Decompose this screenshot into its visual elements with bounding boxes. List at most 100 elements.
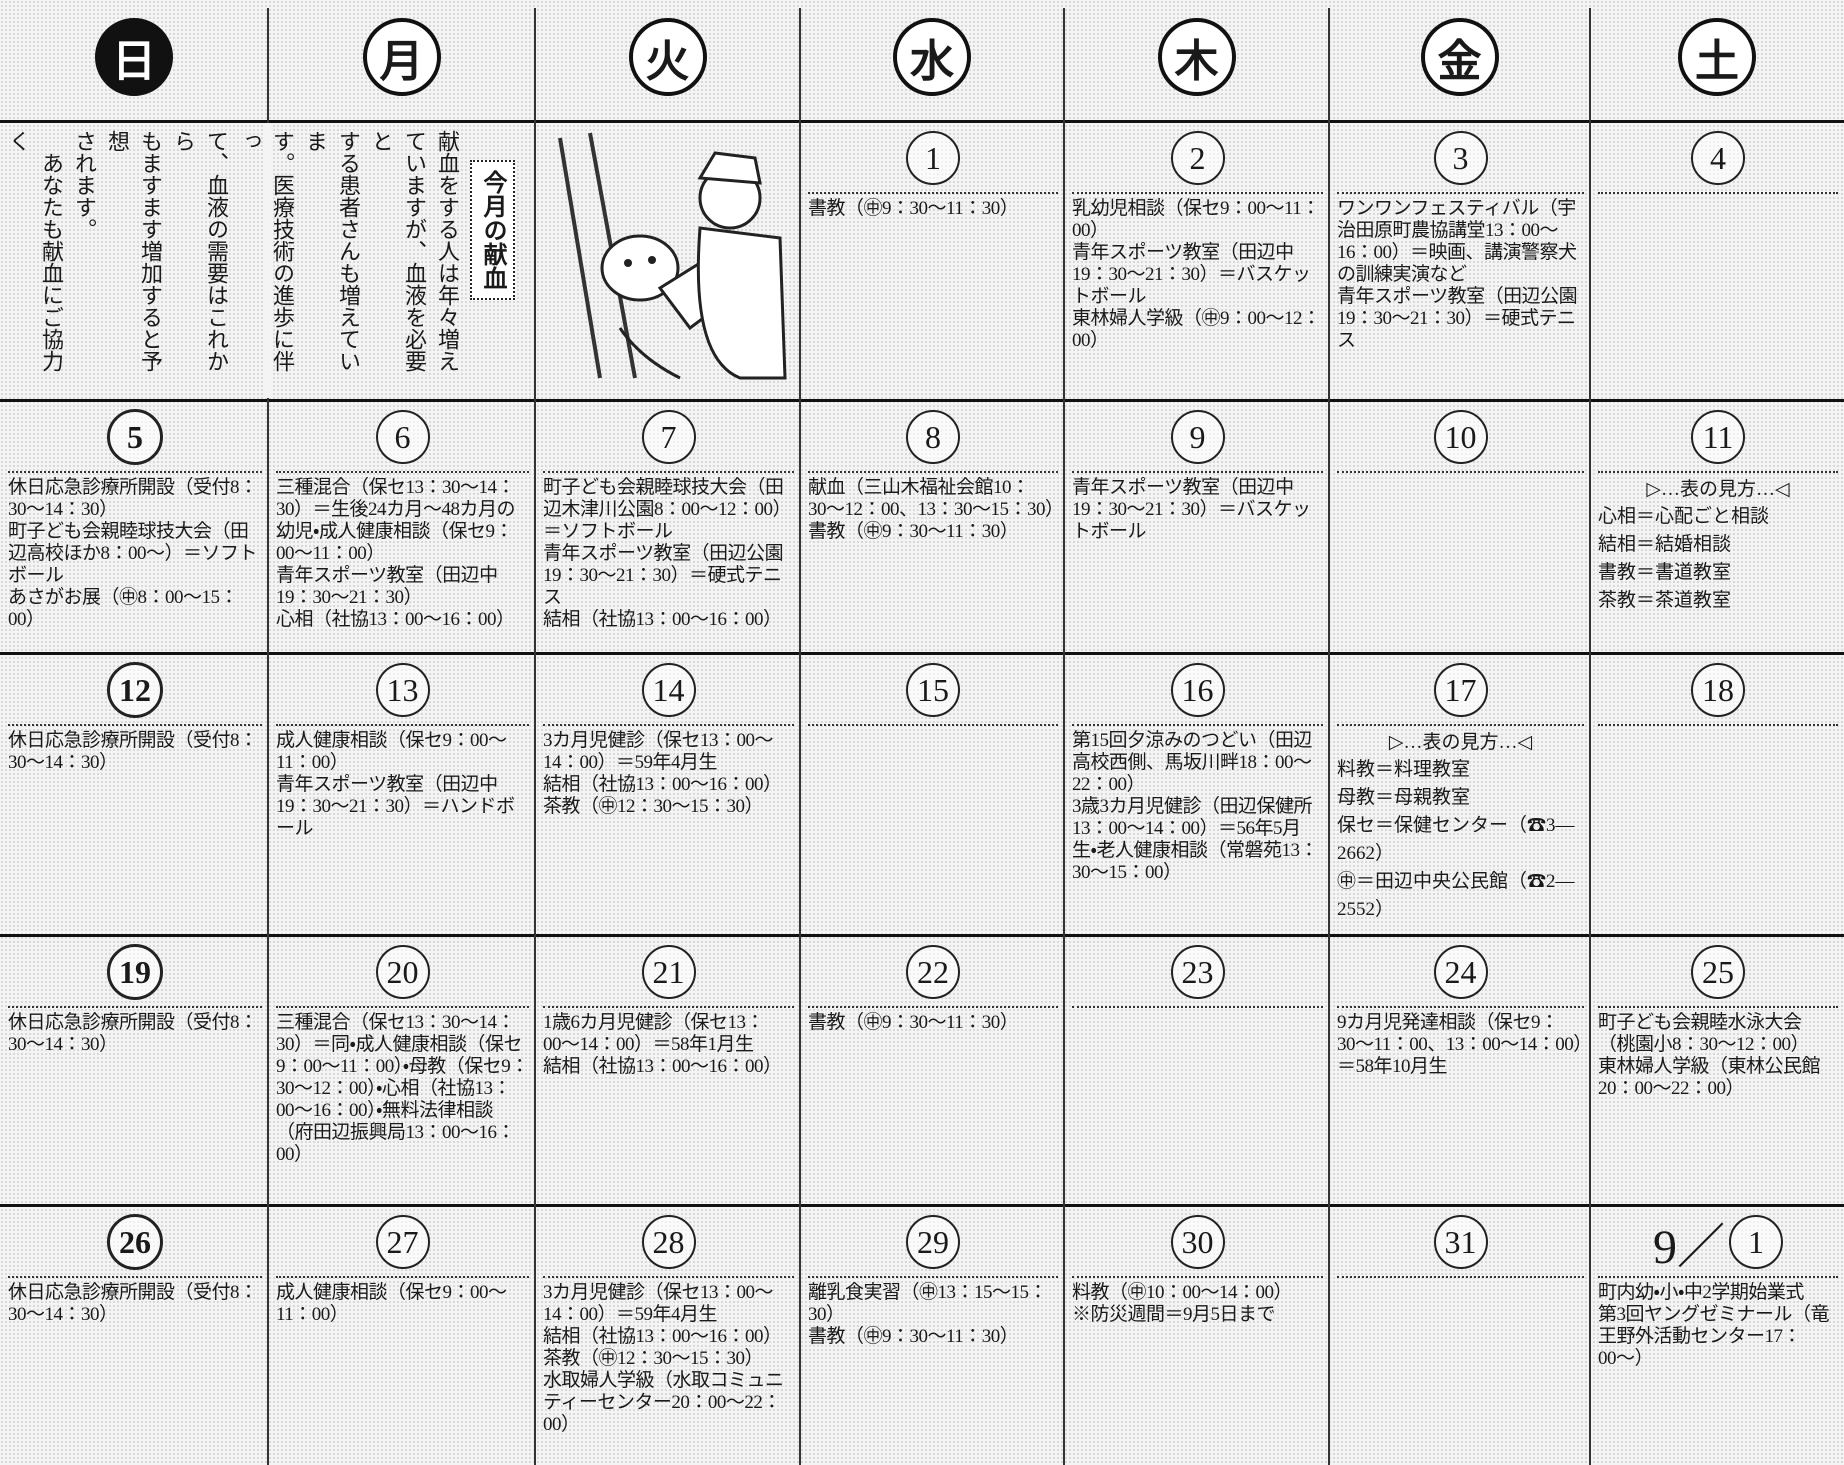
event: ワンワンフェスティバル（宇治田原町農協講堂13：00〜16：00）＝映画、講演警… [1337,198,1577,285]
date-number: 13 [375,663,430,717]
date-number: 23 [1170,945,1225,999]
date-label: 30 [1072,1214,1323,1270]
date-label: 9／ 1 [1598,1214,1838,1274]
event: 休日応急診療所開設（受付8：30〜14：30） [8,1012,258,1055]
dotted-rule [1337,192,1584,194]
date-number: 1 [906,131,960,185]
event: 心相（社協13：00〜16：00） [276,609,515,630]
date-label: 27 [276,1214,529,1270]
event: 青年スポーツ教室（田辺中19：30〜21：30）＝ハンドボール [276,774,515,839]
day-cell: 4 [1592,124,1842,398]
day-cell: 20 三種混合（保セ13：30〜14：30）＝同・成人健康相談（保セ9：00〜11… [270,938,533,1203]
day-cell: 18 [1592,656,1842,933]
article-column: ていますが、血液を必要と [369,130,427,372]
event: 献血（三山木福祉会館10：30〜12：00、13：30〜15：30） [808,477,1062,520]
article: 献血をする人は年々増え ていますが、血液を必要と する患者さんも増えていま す。医療技… [6,130,464,392]
article-title: 今月の献血 [470,160,515,300]
event: 結相（社協13：00〜16：00） [543,1326,782,1347]
day-cell: 9 青年スポーツ教室（田辺中19：30〜21：30）＝バスケットボール [1066,403,1327,651]
day-cell: 23 [1066,938,1327,1203]
row-rule [0,1204,1844,1207]
date-label: 21 [543,944,794,1000]
legend-item: 書教＝書道教室 [1598,562,1732,583]
weekday: 金 [1420,18,1499,96]
date-label: 28 [543,1214,794,1270]
article-column: もますます増加すると予想 [105,130,163,372]
column-rule [267,8,269,1465]
legend-title: ▷…表の見方…◁ [1646,479,1790,500]
event: 書教（㊥9：30〜11：30） [808,1012,1019,1033]
event: 水取婦人学級（水取コミュニティーセンター20：00〜22：00） [543,1370,784,1435]
date-number: 18 [1691,663,1745,717]
date-number: 25 [1691,945,1745,999]
dotted-rule [543,471,794,473]
event: 青年スポーツ教室（田辺中19：30〜21：30） [276,565,498,608]
event: 離乳食実習（㊥13：15〜15：30） [808,1282,1048,1325]
day-cell: 31 [1331,1208,1588,1463]
date-label: 3 [1337,130,1584,186]
dotted-rule [808,724,1058,726]
date-label: 26 [8,1214,262,1270]
event: 青年スポーツ教室（田辺公園19：30〜21：30）＝硬式テニス [1337,286,1578,351]
date-number: 22 [906,945,960,999]
column-rule [534,8,536,1465]
date-number: 20 [375,945,430,999]
date-label: 24 [1337,944,1584,1000]
date-number: 19 [107,944,163,1000]
legend-item: ㊥＝田辺中央公民館（☎2—2552） [1337,871,1575,920]
column-rule [799,8,801,1465]
event: 東林婦人学級（㊥9：00〜12：00） [1072,308,1321,351]
dotted-rule [808,1006,1058,1008]
day-cell: 13 成人健康相談（保セ9：00〜11：00） 青年スポーツ教室（田辺中19：30〜… [270,656,533,933]
day-cell: 6 三種混合（保セ13：30〜14：30）＝生後24カ月〜48カ月の幼児・成人健康… [270,403,533,651]
row-rule [0,399,1844,402]
day-cell: 2 乳幼児相談（保セ9：00〜11：00） 青年スポーツ教室（田辺中19：30〜21… [1066,124,1327,398]
date-number: 15 [906,663,960,717]
event: 青年スポーツ教室（田辺公園19：30〜21：30）＝硬式テニス [543,543,784,608]
event: 成人健康相談（保セ9：00〜11：00） [276,730,507,773]
date-number: 27 [375,1215,430,1269]
event: 乳幼児相談（保セ9：00〜11：00） [1072,198,1320,241]
dotted-rule [8,1276,262,1278]
dotted-rule [276,724,529,726]
event: 1歳6カ月児健診（保セ13：00〜14：00）＝58年1月生 [543,1012,765,1055]
date-number: 5 [107,409,163,465]
dotted-rule [808,471,1058,473]
dotted-rule [1072,724,1323,726]
date-label: 16 [1072,662,1323,718]
dotted-rule [8,471,262,473]
event: 第15回夕涼みのつどい（田辺高校西側、馬坂川畔18：00〜22：00） [1072,730,1313,795]
day-cell: 26 休日応急診療所開設（受付8：30〜14：30） [2,1208,266,1463]
date-label: 18 [1598,662,1838,718]
event: 茶教（㊥12：30〜15：30） [543,1348,764,1369]
date-number: 8 [906,410,960,464]
date-label: 1 [808,130,1058,186]
event: 3カ月児健診（保セ13：00〜14：00）＝59年4月生 [543,1282,774,1325]
event: 結相（社協13：00〜16：00） [543,774,782,795]
dotted-rule [1598,471,1838,473]
weekday: 土 [1678,18,1756,96]
day-cell: 1 書教（㊥9：30〜11：30） [802,124,1062,398]
date-label: 2 [1072,130,1323,186]
day-cell: 30 料教（㊥10：00〜14：00） ※防災週間＝9月5日まで [1066,1208,1327,1463]
dotted-rule [1072,192,1323,194]
column-rule [1589,8,1591,1465]
date-label: 13 [276,662,529,718]
weekday: 火 [628,18,707,96]
day-cell: 5 休日応急診療所開設（受付8：30〜14：30） 町子ども会親睦球技大会（田辺高校… [2,403,266,651]
event: 町子ども会親睦水泳大会（桃園小8：30〜12：00） [1598,1012,1810,1055]
event: 第3回ヤングゼミナール（竜王野外活動センター17：00〜） [1598,1304,1830,1369]
event: 3歳3カ月児健診（田辺保健所13：00〜14：00）＝56年5月生・老人健康相談… [1072,796,1318,883]
day-cell: 15 [802,656,1062,933]
column-rule [1328,8,1330,1465]
day-cell: 3 ワンワンフェスティバル（宇治田原町農協講堂13：00〜16：00）＝映画、講演… [1331,124,1588,398]
date-number: 1 [1729,1215,1783,1269]
day-cell: 24 9カ月児発達相談（保セ9：30〜11：00、13：00〜14：00）＝58年… [1331,938,1588,1203]
event: 町子ども会親睦球技大会（田辺木津川公園8：00〜12：00）＝ソフトボール [543,477,792,542]
date-label: 11 [1598,409,1838,465]
day-cell: 7 町子ども会親睦球技大会（田辺木津川公園8：00〜12：00）＝ソフトボール 青年… [537,403,798,651]
dotted-rule [543,1276,794,1278]
date-number: 30 [1170,1215,1225,1269]
dotted-rule [543,724,794,726]
